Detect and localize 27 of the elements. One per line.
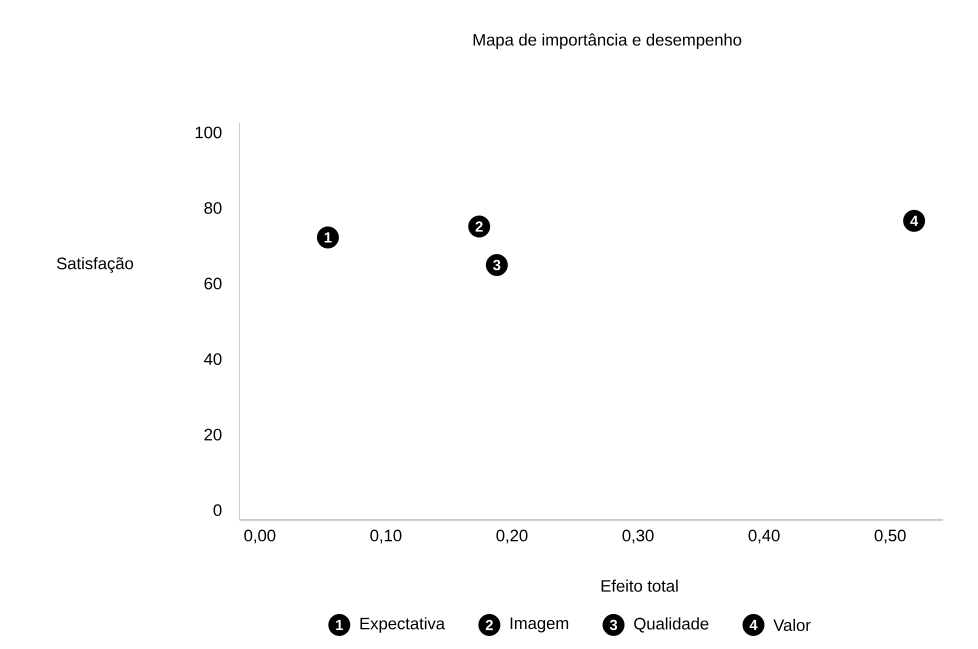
x-axis-title: Efeito total (602, 579, 678, 592)
y-tick-label: 60 (204, 277, 222, 290)
legend-label: Qualidade (634, 617, 708, 632)
annotation: 3 (493, 260, 500, 270)
x-tick-label: 0,50 (874, 529, 906, 544)
y-tick-label: 0 (214, 504, 222, 516)
y-axis-title: Satisfação (56, 256, 134, 272)
text: 1 (336, 620, 343, 630)
x-tick-label: 0,40 (748, 529, 780, 544)
x-tick-label: 0,30 (622, 529, 654, 544)
y-tick-label: 20 (204, 428, 222, 440)
legend-label: Imagem (510, 617, 568, 632)
text: 2 (486, 620, 493, 630)
annotation: 4 (910, 216, 918, 226)
annotation: 1 (324, 232, 332, 242)
x-tick-label: 0,10 (370, 529, 402, 544)
legend-label: Valor (773, 618, 811, 631)
y-tick-label: 80 (204, 202, 222, 214)
annotation: 2 (476, 221, 483, 232)
y-tick-label: 40 (204, 352, 222, 365)
y-tick-label: 100 (196, 126, 222, 138)
x-tick-label: 0,00 (244, 529, 276, 544)
text: 4 (750, 620, 758, 630)
chart-title: Mapa de importância e desempenho (474, 33, 742, 49)
legend-label: Expectativa (360, 616, 446, 632)
text: 3 (610, 620, 618, 630)
x-tick-label: 0,20 (496, 529, 528, 544)
